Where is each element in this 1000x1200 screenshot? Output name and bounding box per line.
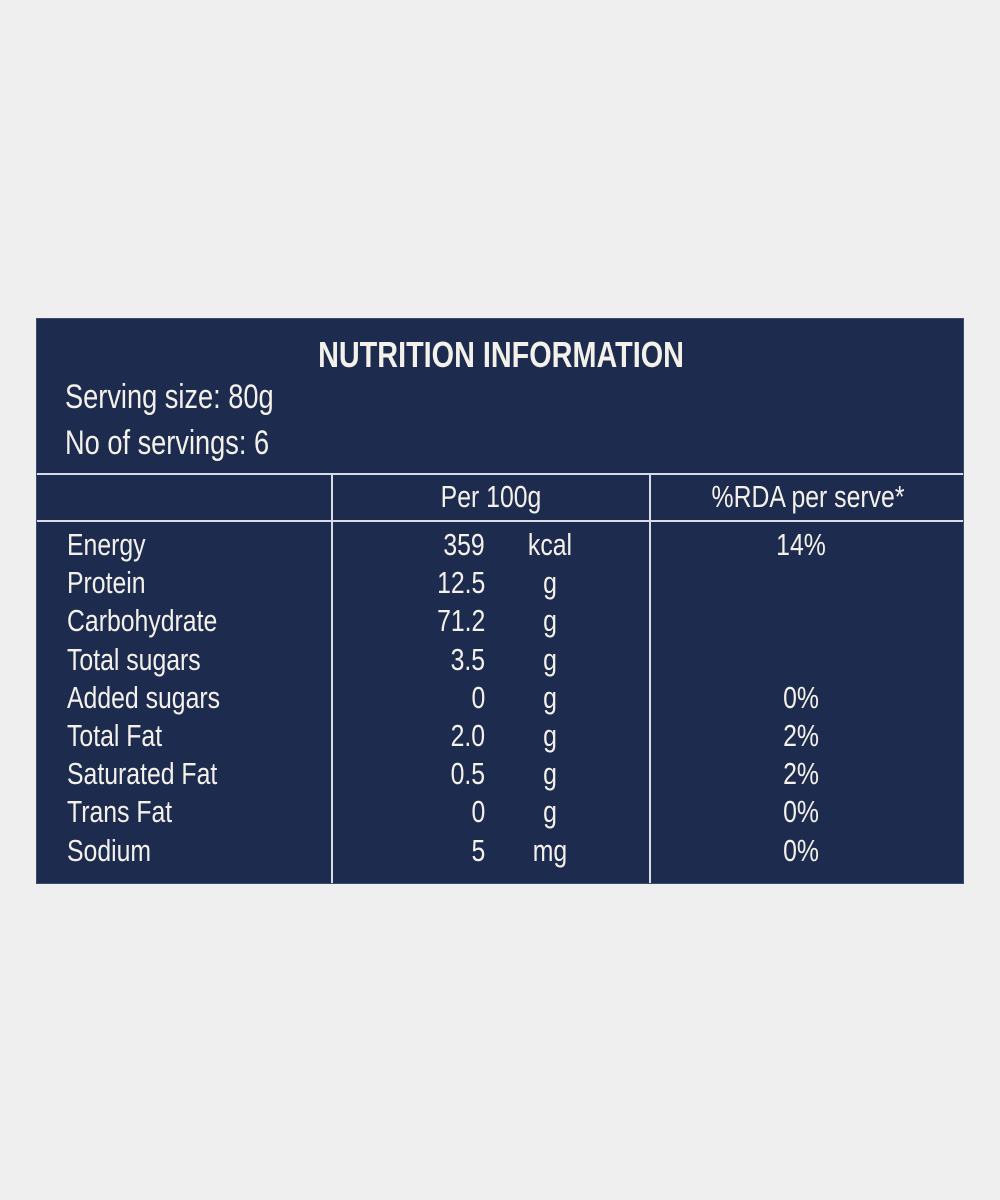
nutrient-value: 0	[471, 794, 485, 830]
nutrient-value: 3.5	[450, 641, 485, 677]
nutrient-value: 71.2	[436, 603, 485, 639]
serving-size: Serving size: 80g	[65, 378, 274, 416]
column-header-rda: %RDA per serve*	[711, 479, 905, 514]
nutrient-unit: g	[543, 794, 557, 830]
panel-title: NUTRITION INFORMATION	[318, 334, 684, 375]
nutrient-unit: mg	[532, 832, 568, 868]
nutrient-value: 0	[471, 679, 485, 715]
nutrient-value: 5	[471, 832, 485, 868]
nutrient-value: 12.5	[436, 565, 485, 601]
nutrient-unit: kcal	[527, 527, 573, 562]
nutrient-value: 0.5	[450, 756, 485, 792]
nutrient-value: 359	[443, 527, 485, 562]
nutrient-name: Energy	[67, 527, 146, 562]
column-header-divider	[37, 520, 963, 522]
nutrient-name: Total Fat	[67, 718, 163, 753]
nutrition-panel: NUTRITION INFORMATION Serving size: 80g …	[36, 318, 964, 884]
nutrient-rda: 14%	[776, 527, 826, 562]
nutrient-name: Trans Fat	[67, 794, 173, 830]
nutrient-name: Carbohydrate	[67, 603, 218, 639]
nutrient-rda: 2%	[783, 756, 819, 792]
nutrient-name: Sodium	[67, 832, 152, 868]
nutrient-unit: g	[543, 718, 557, 753]
nutrient-unit: g	[543, 756, 557, 792]
column-divider	[649, 473, 651, 883]
column-header-per100g: Per 100g	[440, 479, 542, 514]
nutrient-value: 2.0	[450, 718, 485, 753]
nutrient-rda: 0%	[783, 679, 819, 715]
nutrient-name: Added sugars	[67, 679, 221, 715]
nutrient-rda: 2%	[783, 718, 819, 753]
nutrient-unit: g	[543, 641, 557, 677]
nutrient-unit: g	[543, 565, 557, 601]
nutrient-name: Protein	[67, 565, 146, 601]
nutrient-rda: 0%	[783, 832, 819, 868]
nutrient-name: Total sugars	[67, 641, 201, 677]
nutrient-unit: g	[543, 603, 557, 639]
nutrient-unit: g	[543, 679, 557, 715]
nutrient-rda: 0%	[783, 794, 819, 830]
servings-count: No of servings: 6	[65, 424, 270, 462]
column-divider	[331, 473, 333, 883]
nutrient-name: Saturated Fat	[67, 756, 218, 792]
header-divider	[37, 473, 963, 475]
